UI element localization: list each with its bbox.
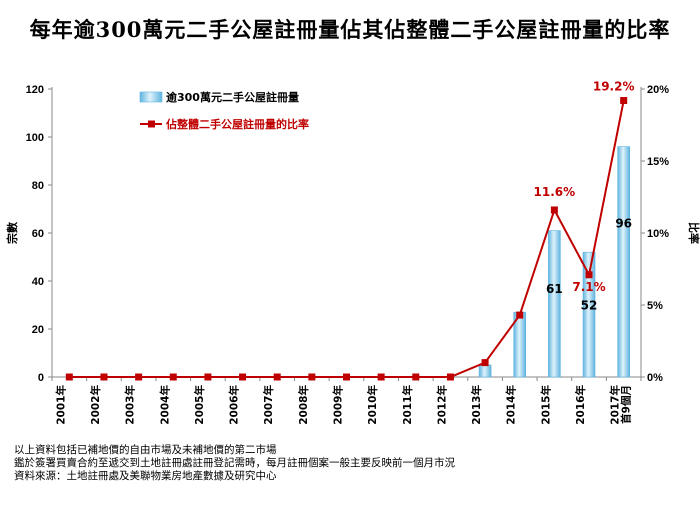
- line-point: [65, 373, 73, 381]
- y-axis-title-left: 宗數: [5, 222, 19, 244]
- y-tick-label-left: 100: [26, 132, 44, 144]
- line-point: [343, 373, 350, 381]
- x-tick-label: 2016年: [574, 385, 587, 425]
- line-point: [239, 373, 247, 381]
- y-tick-label-left: 120: [26, 84, 44, 96]
- line-point: [377, 373, 385, 381]
- line-point: [204, 373, 212, 381]
- line-point: [550, 206, 558, 214]
- line-point: [446, 373, 454, 381]
- y-tick-label-left: 60: [32, 228, 44, 240]
- bar: [478, 364, 492, 378]
- bar: [617, 146, 630, 378]
- series-line: [69, 100, 625, 378]
- footnotes: 以上資料包括已補地價的自由市場及未補地價的第二市場 鑑於簽署買賣合約至遞交到土地…: [14, 444, 455, 483]
- line-data-label: 19.2%: [593, 80, 635, 94]
- line-point: [100, 373, 108, 381]
- x-tick-label: 2015年: [539, 385, 552, 425]
- line-point: [308, 373, 316, 381]
- x-tick-label: 2004年: [158, 385, 171, 425]
- legend-bar-label: 逾300萬元二手公屋註冊量: [166, 90, 299, 104]
- y-tick-label-left: 20: [32, 324, 44, 336]
- legend-bar-swatch: [139, 91, 163, 103]
- footnote: 鑑於簽署買賣合約至遞交到土地註冊處註冊登記需時，每月註冊個案一般主要反映前一個月…: [14, 457, 455, 469]
- y-tick-label-right: 0%: [647, 372, 663, 384]
- bar: [582, 251, 596, 378]
- chart-title: 每年逾300萬元二手公屋註冊量佔其佔整體二手公屋註冊量的比率: [29, 17, 671, 42]
- line-point: [169, 373, 177, 381]
- x-tick-label: 2003年: [124, 385, 137, 425]
- y-tick-label-right: 15%: [647, 156, 669, 168]
- line-data-label: 11.6%: [534, 185, 576, 199]
- bar-data-label: 61: [546, 282, 563, 296]
- y-axis-title-right: 比率: [687, 222, 700, 244]
- y-tick-label-left: 40: [32, 276, 44, 288]
- x-tick-label: 2007年: [262, 385, 275, 425]
- line-point: [481, 359, 489, 367]
- footnote: 資料來源：土地註冊處及美聯物業房地產數據及研究中心: [14, 470, 277, 482]
- bar-data-label: 52: [581, 299, 598, 313]
- line-point: [620, 97, 628, 105]
- footnote: 以上資料包括已補地價的自由市場及未補地價的第二市場: [14, 444, 277, 456]
- line-point: [585, 271, 593, 279]
- x-tick-label: 2005年: [193, 385, 206, 425]
- x-tick-label: 2010年: [366, 385, 379, 425]
- bar: [548, 230, 561, 378]
- x-tick-label: 2013年: [470, 385, 483, 425]
- line-point: [516, 311, 524, 319]
- x-tick-label: 首9個月: [620, 385, 633, 424]
- bar-data-label: 96: [615, 216, 632, 230]
- line-point: [135, 373, 143, 381]
- y-tick-label-left: 80: [32, 180, 44, 192]
- x-tick-label: 2006年: [228, 385, 241, 425]
- line-point: [412, 373, 420, 381]
- x-tick-label: 2011年: [401, 385, 414, 425]
- x-tick-label: 2008年: [297, 385, 310, 425]
- x-tick-label: 2017年: [609, 385, 622, 425]
- y-tick-label-right: 5%: [647, 300, 663, 312]
- line-point: [273, 373, 281, 381]
- x-tick-label: 2012年: [435, 385, 448, 425]
- legend-line-marker: [148, 120, 155, 128]
- x-tick-label: 2014年: [505, 385, 518, 425]
- y-tick-label-left: 0: [38, 372, 44, 384]
- x-tick-label: 2002年: [89, 385, 102, 425]
- y-tick-label-right: 10%: [647, 228, 669, 240]
- x-tick-label: 2001年: [54, 385, 67, 425]
- legend-line-label: 佔整體二手公屋註冊量的比率: [165, 117, 309, 131]
- x-tick-label: 2009年: [332, 385, 345, 425]
- line-data-label: 7.1%: [572, 280, 605, 294]
- y-tick-label-right: 20%: [647, 84, 669, 96]
